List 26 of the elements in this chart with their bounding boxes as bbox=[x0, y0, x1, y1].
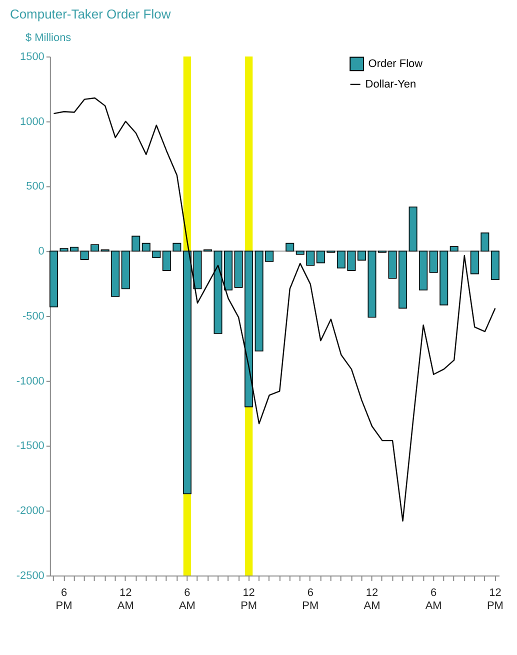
x-tick-label: 6 PM bbox=[56, 586, 72, 612]
legend-label: Order Flow bbox=[368, 58, 423, 70]
legend-label: Dollar-Yen bbox=[365, 78, 416, 90]
y-tick-label: 0 bbox=[38, 246, 44, 258]
y-tick-label: 1000 bbox=[20, 116, 44, 128]
y-tick-label: -1500 bbox=[16, 440, 44, 452]
y-tick-label: -1000 bbox=[16, 375, 44, 388]
chart-title: Computer-Taker Order Flow bbox=[10, 6, 172, 22]
bar bbox=[450, 246, 458, 252]
y-tick-label: -2000 bbox=[16, 505, 44, 518]
x-tick-label: 12 AM bbox=[364, 586, 380, 612]
bar bbox=[50, 250, 58, 308]
y-tick-label: 500 bbox=[26, 180, 44, 193]
y-axis-title: $ Millions bbox=[25, 32, 72, 44]
x-tick-label: 12 AM bbox=[117, 586, 134, 612]
line-series bbox=[53, 97, 496, 522]
bar bbox=[286, 242, 294, 252]
y-tick-label: -500 bbox=[22, 310, 44, 322]
x-tick-label: 12 PM bbox=[240, 586, 258, 612]
x-tick-label: 12 PM bbox=[486, 586, 504, 612]
x-tick-label: 6 AM bbox=[425, 586, 442, 612]
y-tick-label: -2500 bbox=[16, 570, 44, 582]
x-tick-label: 6 PM bbox=[302, 586, 319, 612]
y-tick-label: 1500 bbox=[20, 50, 44, 63]
x-tick-label: 6 AM bbox=[178, 586, 196, 612]
bar bbox=[490, 250, 500, 280]
